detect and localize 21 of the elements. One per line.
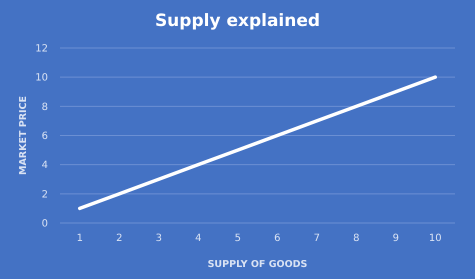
line-series [78,75,437,210]
x-tick-label: 4 [195,233,202,244]
x-tick-label: 7 [314,233,320,244]
y-tick-label: 4 [42,160,48,172]
y-axis-title: MARKET PRICE [18,96,29,176]
x-tick-label: 10 [428,233,442,244]
x-tick-label: 8 [353,233,360,244]
x-axis-title: SUPPLY OF GOODS [208,259,308,270]
y-tick-label: 8 [42,102,48,113]
x-tick-label: 1 [76,233,83,244]
y-tick-label: 12 [35,44,48,54]
x-tick-label: 2 [116,233,122,244]
x-tick-label: 9 [392,233,399,244]
x-tick-label: 5 [234,233,241,244]
chart-title: Supply explained [154,11,320,31]
x-tick-label: 6 [274,233,280,244]
y-tick-label: 6 [42,131,48,142]
y-tick-label: 0 [42,218,48,230]
x-tick-label: 3 [156,233,162,244]
y-tick-label: 10 [35,72,48,84]
y-tick-label: 2 [42,189,48,200]
